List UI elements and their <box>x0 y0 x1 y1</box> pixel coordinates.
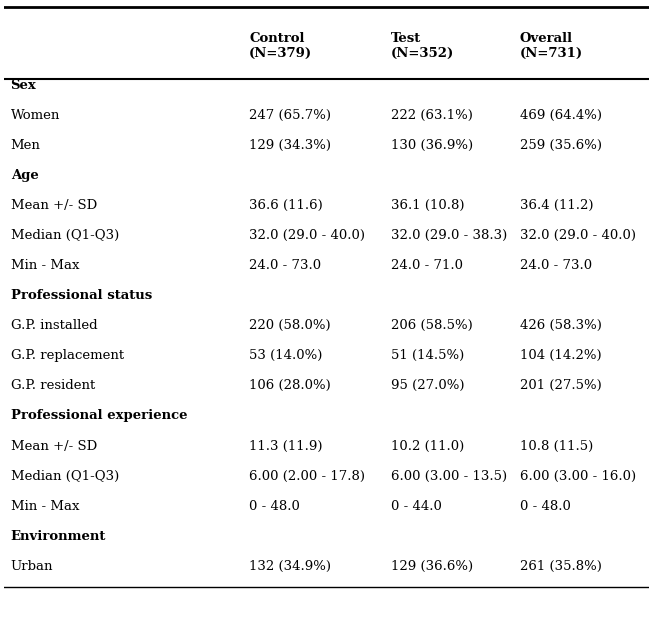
Text: 104 (14.2%): 104 (14.2%) <box>520 350 601 362</box>
Text: 11.3 (11.9): 11.3 (11.9) <box>249 440 323 453</box>
Text: Environment: Environment <box>11 530 106 543</box>
Text: Control
(N=379): Control (N=379) <box>249 32 312 60</box>
Text: G.P. replacement: G.P. replacement <box>11 350 124 362</box>
Text: Sex: Sex <box>11 78 37 91</box>
Text: Min - Max: Min - Max <box>11 259 79 272</box>
Text: G.P. installed: G.P. installed <box>11 319 97 332</box>
Text: 32.0 (29.0 - 38.3): 32.0 (29.0 - 38.3) <box>391 229 507 242</box>
Text: Mean +/- SD: Mean +/- SD <box>11 440 97 453</box>
Text: 24.0 - 73.0: 24.0 - 73.0 <box>249 259 321 272</box>
Text: 201 (27.5%): 201 (27.5%) <box>520 379 602 392</box>
Text: 130 (36.9%): 130 (36.9%) <box>391 139 473 152</box>
Text: 36.6 (11.6): 36.6 (11.6) <box>249 199 323 212</box>
Text: Men: Men <box>11 139 41 152</box>
Text: 36.4 (11.2): 36.4 (11.2) <box>520 199 593 212</box>
Text: 0 - 48.0: 0 - 48.0 <box>520 499 571 513</box>
Text: 32.0 (29.0 - 40.0): 32.0 (29.0 - 40.0) <box>520 229 636 242</box>
Text: Test
(N=352): Test (N=352) <box>391 32 454 60</box>
Text: Overall
(N=731): Overall (N=731) <box>520 32 583 60</box>
Text: 10.8 (11.5): 10.8 (11.5) <box>520 440 593 453</box>
Text: Urban: Urban <box>11 560 53 573</box>
Text: 6.00 (3.00 - 16.0): 6.00 (3.00 - 16.0) <box>520 470 636 483</box>
Text: Professional status: Professional status <box>11 289 152 302</box>
Text: Mean +/- SD: Mean +/- SD <box>11 199 97 212</box>
Text: Min - Max: Min - Max <box>11 499 79 513</box>
Text: G.P. resident: G.P. resident <box>11 379 95 392</box>
Text: 53 (14.0%): 53 (14.0%) <box>249 350 322 362</box>
Text: 129 (34.3%): 129 (34.3%) <box>249 139 331 152</box>
Text: 222 (63.1%): 222 (63.1%) <box>391 109 473 122</box>
Text: 6.00 (3.00 - 13.5): 6.00 (3.00 - 13.5) <box>391 470 507 483</box>
Text: 426 (58.3%): 426 (58.3%) <box>520 319 602 332</box>
Text: 220 (58.0%): 220 (58.0%) <box>249 319 331 332</box>
Text: 32.0 (29.0 - 40.0): 32.0 (29.0 - 40.0) <box>249 229 365 242</box>
Text: 6.00 (2.00 - 17.8): 6.00 (2.00 - 17.8) <box>249 470 365 483</box>
Text: 129 (36.6%): 129 (36.6%) <box>391 560 473 573</box>
Text: 132 (34.9%): 132 (34.9%) <box>249 560 331 573</box>
Text: 261 (35.8%): 261 (35.8%) <box>520 560 602 573</box>
Text: Median (Q1-Q3): Median (Q1-Q3) <box>11 470 119 483</box>
Text: 0 - 44.0: 0 - 44.0 <box>391 499 442 513</box>
Text: Median (Q1-Q3): Median (Q1-Q3) <box>11 229 119 242</box>
Text: 247 (65.7%): 247 (65.7%) <box>249 109 331 122</box>
Text: Professional experience: Professional experience <box>11 409 187 422</box>
Text: 10.2 (11.0): 10.2 (11.0) <box>391 440 464 453</box>
Text: 259 (35.6%): 259 (35.6%) <box>520 139 602 152</box>
Text: 469 (64.4%): 469 (64.4%) <box>520 109 602 122</box>
Text: 0 - 48.0: 0 - 48.0 <box>249 499 300 513</box>
Text: 106 (28.0%): 106 (28.0%) <box>249 379 331 392</box>
Text: 24.0 - 73.0: 24.0 - 73.0 <box>520 259 592 272</box>
Text: 36.1 (10.8): 36.1 (10.8) <box>391 199 464 212</box>
Text: 51 (14.5%): 51 (14.5%) <box>391 350 464 362</box>
Text: 206 (58.5%): 206 (58.5%) <box>391 319 473 332</box>
Text: Women: Women <box>11 109 60 122</box>
Text: 24.0 - 71.0: 24.0 - 71.0 <box>391 259 463 272</box>
Text: Age: Age <box>11 169 39 182</box>
Text: 95 (27.0%): 95 (27.0%) <box>391 379 464 392</box>
